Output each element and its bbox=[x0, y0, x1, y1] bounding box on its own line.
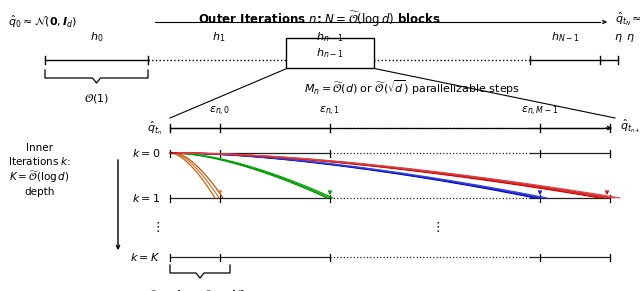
Text: $h_{N-1}$: $h_{N-1}$ bbox=[550, 30, 579, 44]
Text: $\hat{q}_{t_{n+1}}$: $\hat{q}_{t_{n+1}}$ bbox=[620, 117, 640, 135]
Text: $\mathcal{O}(1)$: $\mathcal{O}(1)$ bbox=[84, 92, 109, 105]
Text: $k=K$: $k=K$ bbox=[130, 251, 160, 263]
Text: $\hat{q}_{t_N} \approx p_{\mathrm{data}}$: $\hat{q}_{t_N} \approx p_{\mathrm{data}}… bbox=[615, 10, 640, 28]
Text: $\eta$: $\eta$ bbox=[614, 32, 622, 44]
Text: $\epsilon_{n,0}$: $\epsilon_{n,0}$ bbox=[209, 105, 230, 118]
Text: $\epsilon_{n,1}$: $\epsilon_{n,1}$ bbox=[319, 105, 340, 118]
Text: $M_n = \widetilde{\mathcal{O}}(d)$ or $\widetilde{\mathcal{O}}(\sqrt{d})$ parall: $M_n = \widetilde{\mathcal{O}}(d)$ or $\… bbox=[305, 79, 520, 97]
Text: $\vdots$: $\vdots$ bbox=[151, 220, 160, 234]
Text: $\epsilon_{n,M-1}$: $\epsilon_{n,M-1}$ bbox=[521, 105, 559, 118]
Text: $h_1$: $h_1$ bbox=[212, 30, 226, 44]
Text: $k=1$: $k=1$ bbox=[132, 192, 160, 204]
Text: $\eta$: $\eta$ bbox=[626, 32, 635, 44]
Text: $\widetilde{\mathcal{O}}(d^{-1})$ or $\widetilde{\mathcal{O}}(d^{-1/2})$: $\widetilde{\mathcal{O}}(d^{-1})$ or $\w… bbox=[150, 288, 250, 291]
Text: Inner
Iterations $k$:
$K = \widetilde{\mathcal{O}}(\log d)$
depth: Inner Iterations $k$: $K = \widetilde{\m… bbox=[8, 143, 71, 197]
Text: $h_{n-1}$: $h_{n-1}$ bbox=[316, 46, 344, 60]
Text: $h_0$: $h_0$ bbox=[90, 30, 103, 44]
Text: $h_{n-1}$: $h_{n-1}$ bbox=[316, 30, 344, 44]
Text: $\vdots$: $\vdots$ bbox=[431, 220, 440, 234]
Text: $\hat{q}_0 \approx \mathcal{N}(\mathbf{0}, \boldsymbol{I}_d)$: $\hat{q}_0 \approx \mathcal{N}(\mathbf{0… bbox=[8, 14, 77, 30]
Text: $k=0$: $k=0$ bbox=[132, 147, 160, 159]
Text: Outer Iterations $n$: $N = \widetilde{\mathcal{O}}(\log d)$ blocks: Outer Iterations $n$: $N = \widetilde{\m… bbox=[198, 10, 442, 29]
FancyBboxPatch shape bbox=[286, 38, 374, 68]
Text: $\hat{q}_{t_n}$: $\hat{q}_{t_n}$ bbox=[147, 119, 162, 137]
